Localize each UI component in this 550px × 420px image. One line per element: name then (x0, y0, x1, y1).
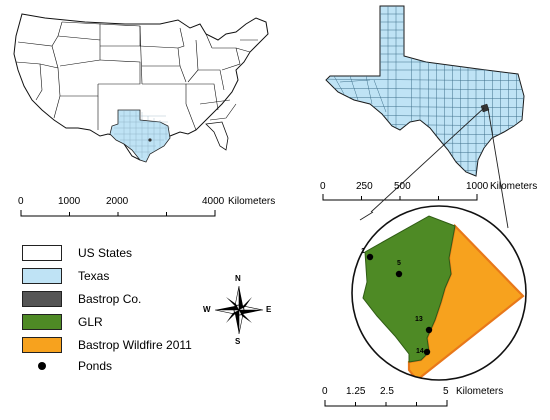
legend-label: Texas (78, 269, 110, 283)
legend-label: Bastrop Co. (78, 292, 142, 306)
scalebar-tx-tick-0: 0 (320, 181, 326, 192)
legend-label: US States (78, 246, 133, 260)
scalebar-site-unit: Kilometers (456, 386, 504, 397)
compass-e-label: E (266, 305, 272, 314)
legend-swatch (22, 245, 62, 261)
texas-map (325, 5, 525, 177)
legend-swatch (22, 337, 62, 353)
compass-w-label: W (203, 305, 211, 314)
legend-swatch (22, 268, 62, 284)
texas-county-grid (114, 110, 170, 158)
pond-14-marker (423, 348, 431, 356)
scalebar-site-tick-0: 0 (322, 386, 328, 397)
florida (205, 121, 229, 151)
legend-label: Ponds (78, 359, 113, 373)
compass-s-label: S (235, 337, 241, 346)
scalebar-tx-tick-250: 250 (356, 181, 373, 192)
legend-swatch (22, 291, 62, 307)
scalebar-site-tick-1-25: 1.25 (346, 386, 366, 397)
pond-13-marker (425, 326, 433, 334)
pond-1-label: 1 (361, 248, 365, 255)
legend-label: Bastrop Wildfire 2011 (78, 338, 192, 352)
pond-13-label: 13 (415, 316, 423, 323)
compass-rose-icon (214, 285, 264, 335)
scalebar-us-graphic (20, 210, 216, 217)
pond-14-label: 14 (416, 348, 424, 355)
site-inset-map (351, 205, 527, 381)
pond-5-marker (395, 270, 403, 278)
legend-swatch (22, 314, 62, 330)
bastrop-marker-us (148, 138, 152, 142)
scalebar-us-tick-1000: 1000 (58, 196, 81, 207)
scalebar-site-tick-2-5: 2.5 (380, 386, 394, 397)
inset-circle-border (351, 205, 527, 381)
texas-in-us (109, 109, 171, 163)
scalebar-tx-tick-500: 500 (394, 181, 411, 192)
pond-dot-icon (38, 362, 46, 370)
compass-n-label: N (235, 274, 241, 283)
scalebar-tx-graphic (322, 194, 478, 201)
scalebar-us-tick-4000: 4000 (202, 196, 225, 207)
scalebar-us-tick-2000: 2000 (106, 196, 129, 207)
pond-5-label: 5 (397, 260, 401, 267)
us-map (13, 13, 269, 163)
us-state-borders (15, 21, 258, 131)
legend-label: GLR (78, 315, 103, 329)
scalebar-us-unit: Kilometers (228, 196, 276, 207)
scalebar-us-tick-0: 0 (18, 196, 24, 207)
scalebar-tx-unit: Kilometers (490, 181, 538, 192)
scalebar-site-tick-5: 5 (443, 386, 449, 397)
pond-1-marker (366, 253, 374, 261)
scalebar-site-graphic (324, 400, 448, 407)
glr-area (362, 215, 456, 363)
scalebar-tx-tick-1000: 1000 (466, 181, 489, 192)
